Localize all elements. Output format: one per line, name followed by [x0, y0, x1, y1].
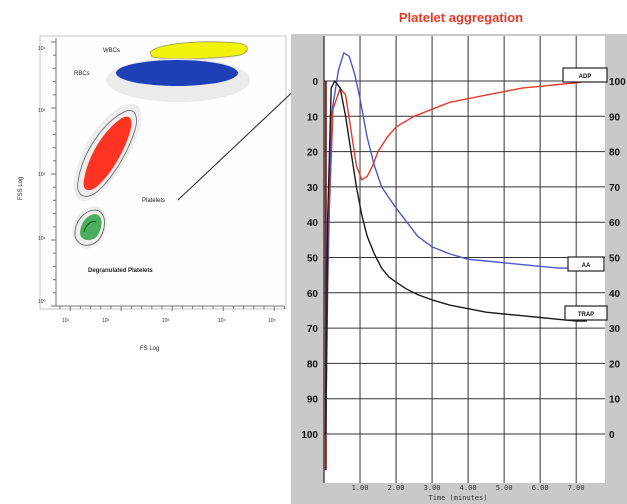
left-tick-label: 100 [301, 430, 318, 441]
left-tick-label: 70 [307, 324, 319, 335]
aggregation-title: Platelet aggregation [399, 10, 523, 25]
right-tick-label: 30 [609, 324, 621, 335]
aggregation-x-axis-label: Time (minutes) [428, 494, 487, 502]
platelet-contour [77, 110, 137, 197]
cyto-y-axis-label: FSS Log [18, 177, 24, 200]
right-tick-label: 100 [609, 77, 626, 88]
cyto-x-tick-label: 10¹ [62, 318, 70, 324]
right-tick-label: 90 [609, 112, 621, 123]
rbc-blob [116, 60, 238, 86]
right-tick-label: 60 [609, 218, 621, 229]
svg-text:TRAP: TRAP [578, 312, 594, 318]
left-tick-label: 30 [307, 183, 319, 194]
wbc-label: WBCs [103, 48, 120, 54]
degranulated-blob [80, 214, 102, 241]
trap-series-label: TRAP [564, 305, 608, 321]
right-tick-label: 40 [609, 289, 621, 300]
right-tick-label: 80 [609, 148, 621, 159]
series-line-aa [325, 52, 587, 435]
right-tick-label: 0 [609, 430, 615, 441]
cyto-y-tick-label: 10² [38, 172, 46, 178]
left-tick-label: 40 [307, 218, 319, 229]
svg-text:AA: AA [582, 263, 591, 269]
svg-text:ADP: ADP [579, 74, 592, 80]
rbc-population [106, 58, 250, 102]
aggregation-x-ticks: 1.00 2.00 3.00 4.00 5.00 6.00 7.00 [352, 484, 585, 492]
cytometry-panel: 10⁴ 10³ 10² 10¹ 10⁰ 10¹ 10² 10³ 10⁴ 10⁵ … [18, 35, 319, 352]
left-tick-label: 0 [312, 77, 318, 88]
series-line-trap [325, 80, 587, 435]
cyto-x-axis-label: FS Log [140, 346, 159, 352]
aggregation-plot-area [324, 36, 605, 483]
right-tick-label: 20 [609, 359, 621, 370]
aa-series-label: AA [567, 256, 605, 272]
cytometry-y-ticks [51, 41, 56, 307]
cyto-x-tick-label: 10⁴ [218, 318, 226, 324]
x-tick-label: 5.00 [496, 484, 513, 492]
degranulated-contour [74, 209, 105, 246]
cyto-x-tick-label: 10² [102, 318, 110, 324]
left-tick-label: 90 [307, 395, 319, 406]
cyto-x-tick-label: 10⁵ [268, 318, 276, 324]
aggregation-series [324, 52, 588, 470]
series-line-adp [325, 80, 588, 435]
rbc-label: RBCs [74, 71, 90, 77]
x-tick-label: 3.00 [424, 484, 441, 492]
platelet-population [73, 103, 142, 202]
cyto-y-tick-label: 10¹ [38, 236, 46, 242]
cyto-y-tick-label: 10⁰ [38, 299, 46, 305]
left-tick-label: 10 [307, 112, 319, 123]
x-tick-label: 4.00 [460, 484, 477, 492]
degranulated-platelet-label: Degranulated Platelets [88, 268, 153, 274]
right-tick-label: 10 [609, 395, 621, 406]
left-tick-label: 80 [307, 359, 319, 370]
x-tick-label: 7.00 [568, 484, 585, 492]
aggregation-left-ticks: 0 10 20 30 40 50 60 70 80 90 100 [301, 77, 318, 441]
x-tick-label: 6.00 [532, 484, 549, 492]
left-tick-label: 20 [307, 148, 319, 159]
x-tick-label: 2.00 [388, 484, 405, 492]
aggregation-panel: Platelet aggregation 0 10 20 30 40 50 60 70 80 90… [291, 10, 627, 504]
degranulated-platelet-population [71, 206, 107, 249]
cyto-x-tick-label: 10³ [162, 318, 170, 324]
left-tick-label: 50 [307, 254, 319, 265]
cyto-y-tick-label: 10³ [38, 108, 46, 114]
right-tick-label: 70 [609, 183, 621, 194]
cytometry-x-ticks [59, 306, 285, 311]
adp-series-label: ADP [562, 67, 608, 83]
right-tick-label: 50 [609, 254, 621, 265]
cyto-y-tick-label: 10⁴ [38, 46, 46, 52]
platelet-label: Platelets [142, 198, 165, 204]
wbc-population [149, 41, 248, 60]
platelet-blob [83, 116, 132, 191]
left-tick-label: 60 [307, 289, 319, 300]
x-tick-label: 1.00 [352, 484, 369, 492]
